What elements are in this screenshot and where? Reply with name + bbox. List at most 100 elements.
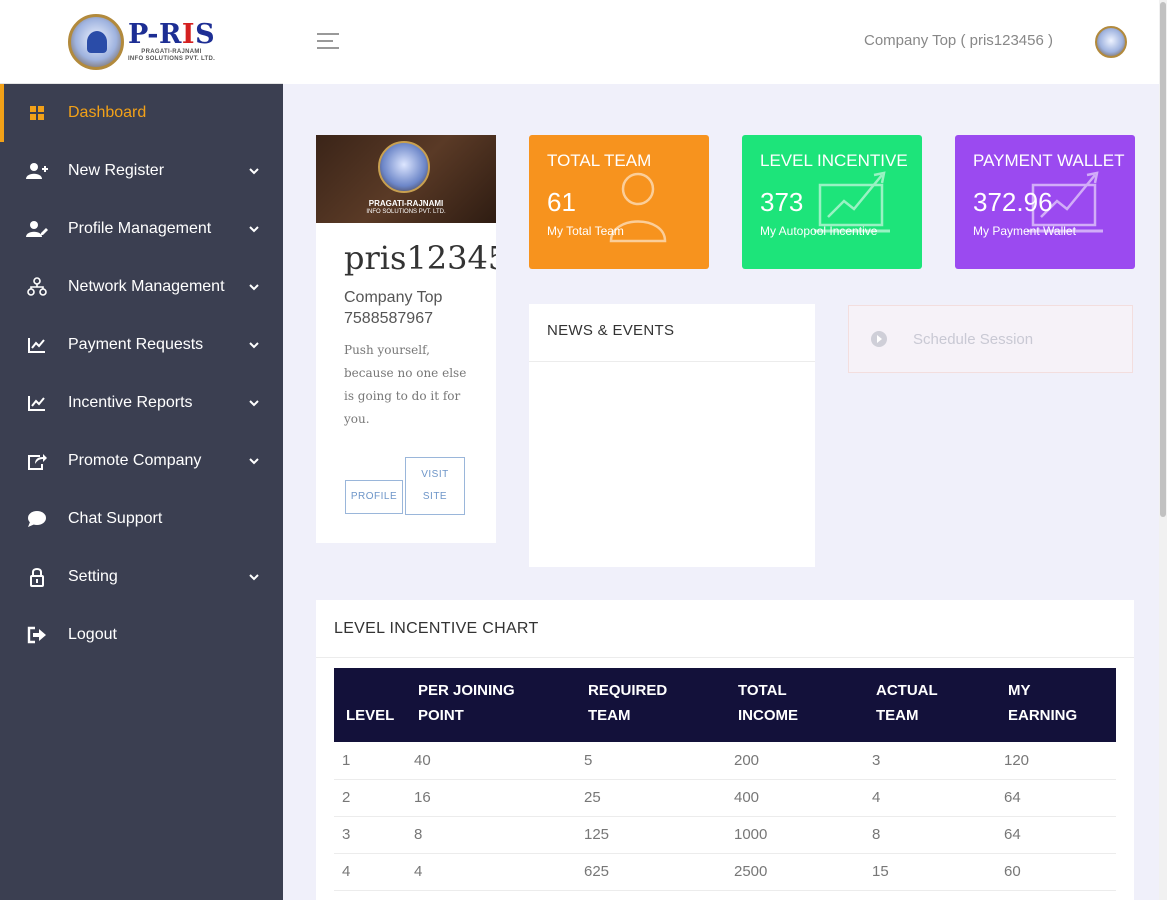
stat-value: 372.96 (973, 187, 1053, 217)
brand-subtitle-1: PRAGATI-RAJNAMI (141, 48, 202, 55)
chart-icon (26, 334, 48, 356)
table-cell: 400 (726, 779, 864, 817)
profile-company: Company Top (344, 289, 443, 306)
brand-name: P-RIS (127, 18, 216, 50)
stat-label: My Autopool Incentive (760, 224, 878, 238)
sidebar: P-RIS PRAGATI-RAJNAMI INFO SOLUTIONS PVT… (0, 0, 283, 900)
stat-value: 373 (760, 187, 804, 217)
sidebar-item-profile-management[interactable]: Profile Management (0, 200, 283, 258)
sidebar-nav: Dashboard New Register Profile Managemen… (0, 84, 283, 664)
profile-button[interactable]: PROFILE (345, 480, 403, 514)
stat-card-payment-wallet[interactable]: PAYMENT WALLET 372.96 My Payment Wallet (955, 135, 1135, 269)
sidebar-item-dashboard[interactable]: Dashboard (0, 84, 283, 142)
sidebar-item-label: Payment Requests (68, 336, 204, 353)
table-cell: 5 (576, 742, 726, 780)
laptop-chart-icon (1027, 171, 1103, 233)
profile-username: pris123456 (344, 239, 496, 277)
top-bar: Company Top ( pris123456 ) (283, 0, 1159, 84)
stat-card-total-team[interactable]: TOTAL TEAM 61 My Total Team (529, 135, 709, 269)
sidebar-item-label: Incentive Reports (68, 394, 193, 411)
sidebar-item-label: New Register (68, 162, 165, 179)
sidebar-item-label: Logout (68, 626, 117, 643)
play-circle-icon (871, 331, 887, 347)
lock-icon (26, 566, 48, 588)
sidebar-item-label: Profile Management (68, 220, 212, 237)
stat-title: PAYMENT WALLET (973, 151, 1125, 170)
table-cell: 60 (996, 853, 1116, 891)
column-header-total-income: TOTAL INCOME (738, 682, 798, 724)
sidebar-item-label: Setting (68, 568, 118, 585)
scrollbar-thumb[interactable] (1160, 2, 1166, 517)
chevron-down-icon (249, 226, 259, 233)
user-plus-icon (26, 160, 48, 182)
sidebar-item-logout[interactable]: Logout (0, 606, 283, 664)
sidebar-item-chat-support[interactable]: Chat Support (0, 490, 283, 548)
page-scrollbar[interactable] (1159, 0, 1167, 900)
table-cell: 25 (576, 779, 726, 817)
chevron-down-icon (249, 458, 259, 465)
table-cell: 16 (406, 779, 576, 817)
user-edit-icon (26, 218, 48, 240)
table-cell: 3 (334, 816, 406, 854)
banner-company-name: PRAGATI-RAJNAMI (368, 199, 444, 208)
profile-quote: Push yourself, because no one else is go… (344, 343, 467, 426)
table-cell: 1000 (726, 816, 864, 854)
share-icon (26, 450, 48, 472)
table-cell: 64 (996, 779, 1116, 817)
table-cell: 4 (864, 779, 996, 817)
column-header-actual-team: ACTUAL TEAM (876, 682, 938, 724)
sidebar-item-setting[interactable]: Setting (0, 548, 283, 606)
table-cell: 625 (576, 853, 726, 891)
brand-subtitle-2: INFO SOLUTIONS PVT. LTD. (127, 55, 216, 62)
stat-title: TOTAL TEAM (547, 151, 652, 170)
table-cell: 64 (996, 816, 1116, 854)
table-cell: 200 (726, 742, 864, 780)
sidebar-item-payment-requests[interactable]: Payment Requests (0, 316, 283, 374)
brand-logo[interactable]: P-RIS PRAGATI-RAJNAMI INFO SOLUTIONS PVT… (0, 0, 283, 84)
laptop-chart-icon (814, 171, 890, 233)
chat-icon (26, 508, 48, 530)
sidebar-item-label: Network Management (68, 278, 225, 295)
profile-card: PRAGATI-RAJNAMI INFO SOLUTIONS PVT. LTD.… (316, 135, 496, 543)
table-cell: 8 (864, 816, 996, 854)
table-header-row: LEVEL PER JOINING POINT REQUIRED TEAM TOTA… (334, 668, 1116, 742)
banner-company-subtitle: INFO SOLUTIONS PVT. LTD. (366, 209, 446, 215)
user-outline-icon (609, 172, 667, 243)
network-icon (26, 276, 48, 298)
sidebar-item-incentive-reports[interactable]: Incentive Reports (0, 374, 283, 432)
level-incentive-table: LEVEL PER JOINING POINT REQUIRED TEAM TOTA… (334, 668, 1116, 891)
user-account-label[interactable]: Company Top ( pris123456 ) (864, 32, 1053, 49)
table-cell: 1 (334, 742, 406, 780)
profile-banner: PRAGATI-RAJNAMI INFO SOLUTIONS PVT. LTD. (316, 135, 496, 223)
table-cell: 40 (406, 742, 576, 780)
logo-emblem-icon (67, 13, 124, 70)
stat-card-level-incentive[interactable]: LEVEL INCENTIVE 373 My Autopool Incentiv… (742, 135, 922, 269)
stat-value: 61 (547, 187, 576, 217)
schedule-session-button[interactable]: Schedule Session (848, 305, 1133, 373)
stat-label: My Payment Wallet (973, 224, 1076, 238)
column-header-level: LEVEL (346, 707, 395, 724)
menu-toggle-icon[interactable] (317, 33, 339, 54)
table-cell: 3 (864, 742, 996, 780)
news-events-title: NEWS & EVENTS (529, 304, 815, 362)
dashboard-icon (26, 102, 48, 124)
table-cell: 15 (864, 853, 996, 891)
stat-title: LEVEL INCENTIVE (760, 151, 908, 170)
avatar[interactable] (1095, 26, 1127, 58)
sidebar-item-new-register[interactable]: New Register (0, 142, 283, 200)
chevron-down-icon (249, 284, 259, 291)
company-seal-icon (378, 141, 430, 193)
sidebar-item-label: Promote Company (68, 452, 202, 469)
chevron-down-icon (249, 168, 259, 175)
table-row: 4 4 625 2500 15 60 (334, 853, 1116, 891)
sidebar-item-label: Dashboard (68, 104, 147, 121)
sidebar-item-network-management[interactable]: Network Management (0, 258, 283, 316)
sidebar-item-promote-company[interactable]: Promote Company (0, 432, 283, 490)
table-row: 3 8 125 1000 8 64 (334, 816, 1116, 854)
schedule-session-label: Schedule Session (913, 330, 1034, 348)
column-header-my-earning: MY EARNING (1008, 682, 1078, 724)
column-header-per-joining-point: PER JOINING POINT (418, 682, 515, 724)
visit-site-button[interactable]: VISIT SITE (405, 457, 465, 515)
chevron-down-icon (249, 400, 259, 407)
table-cell: 120 (996, 742, 1116, 780)
